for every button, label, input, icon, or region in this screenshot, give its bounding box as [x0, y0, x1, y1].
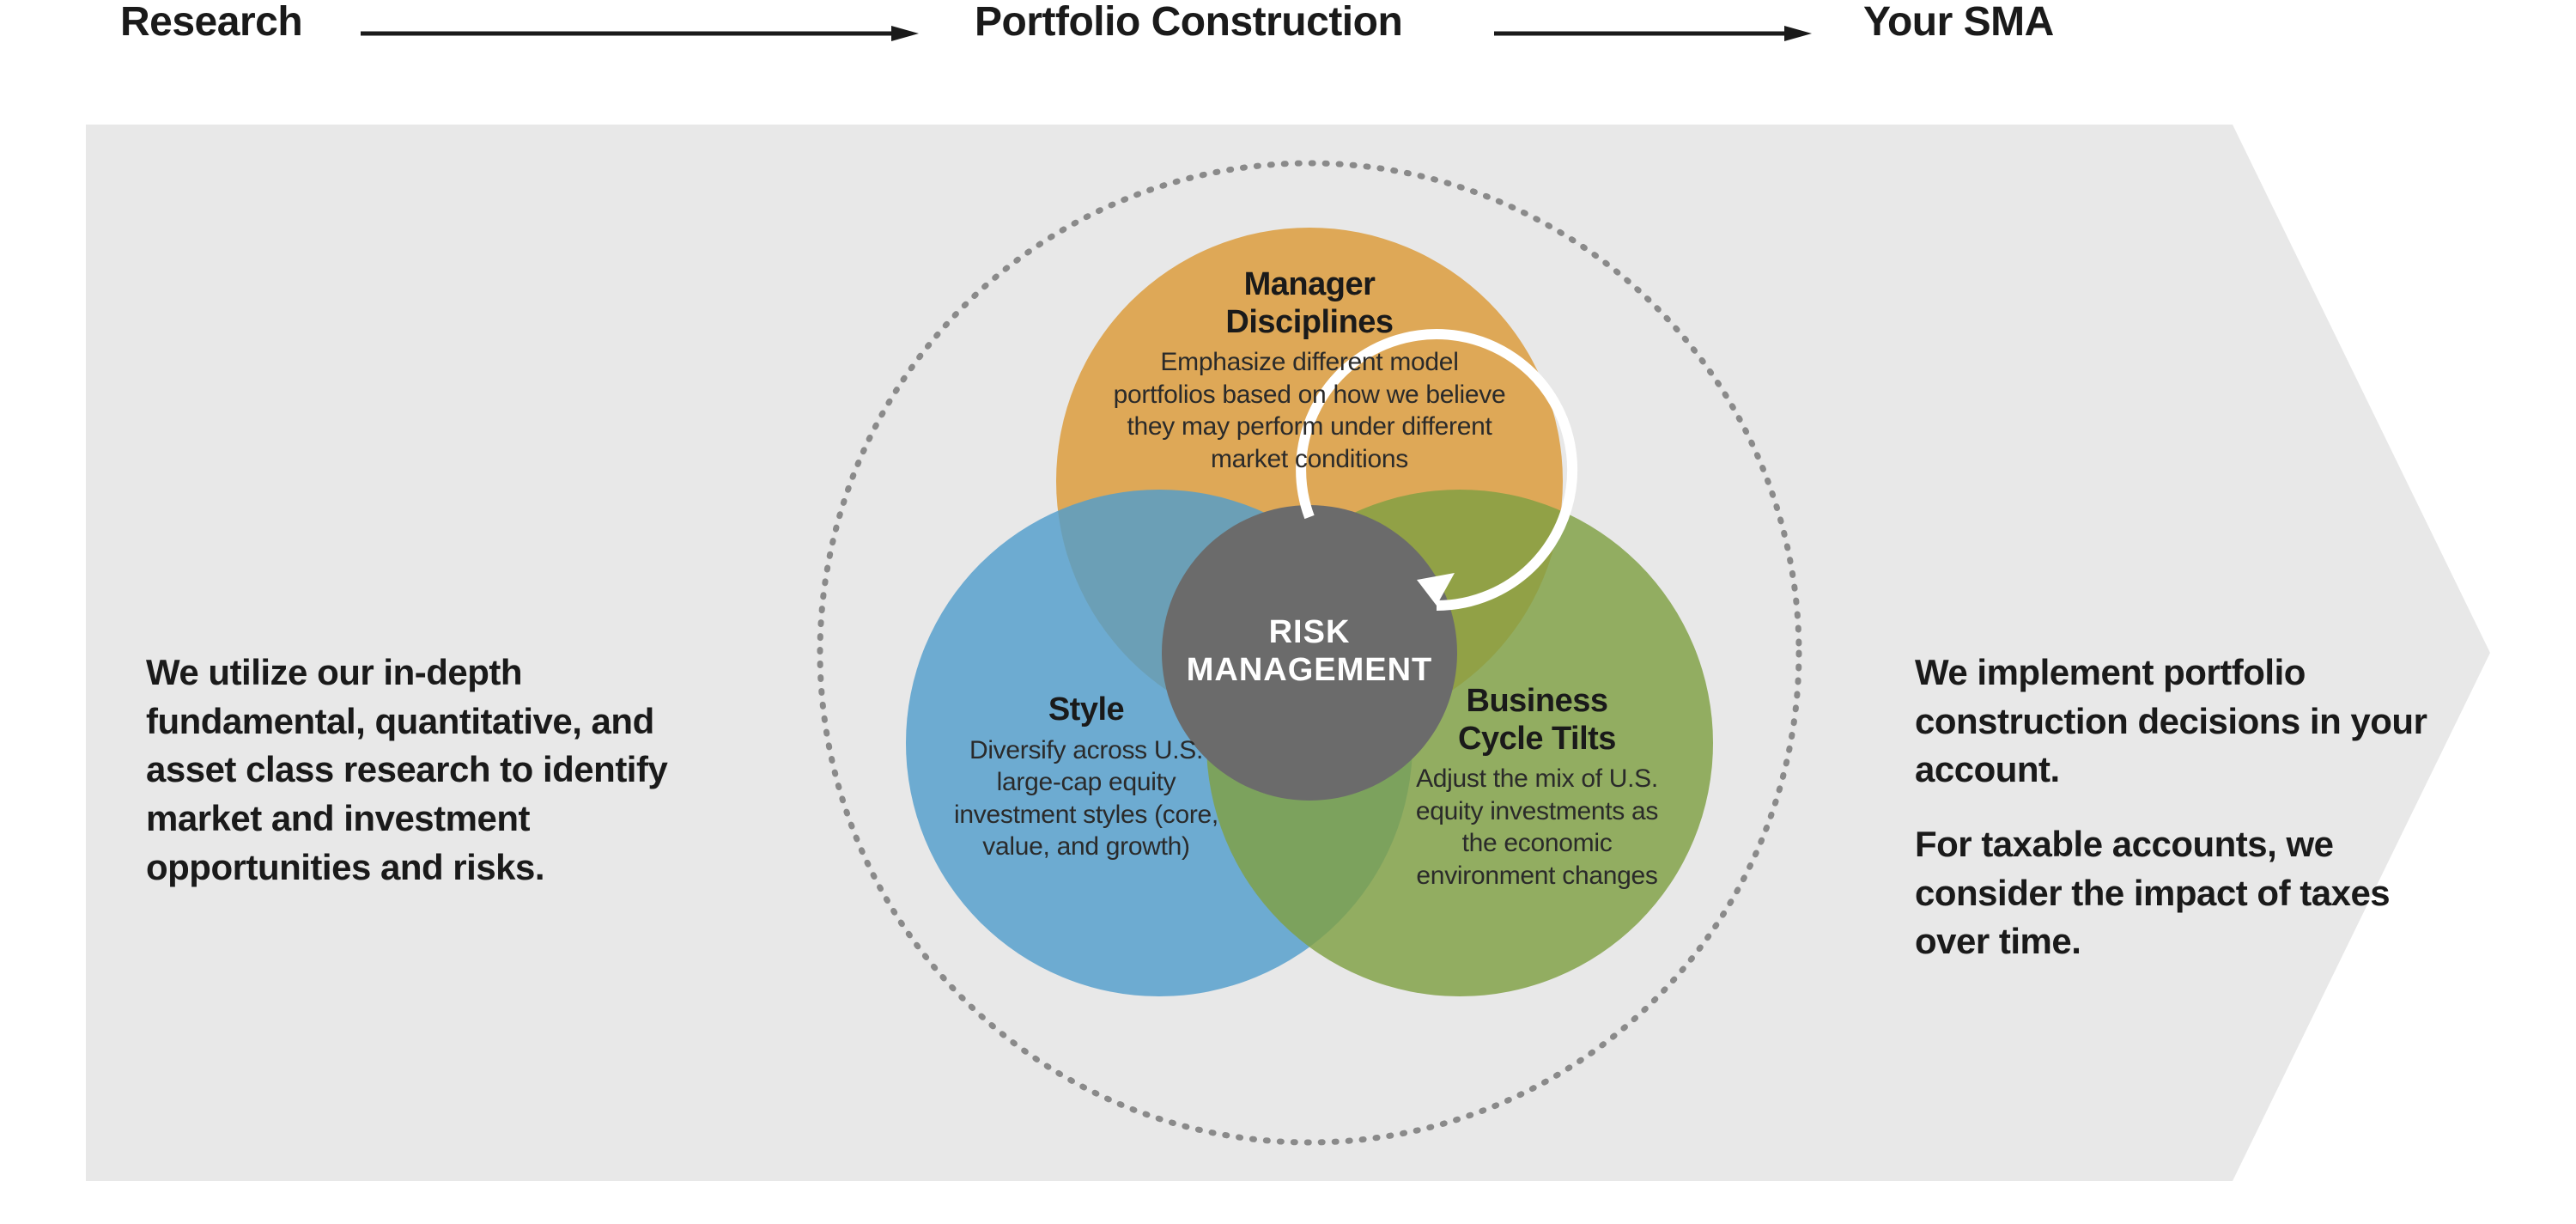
venn-diagram: ManagerDisciplines Emphasize different m… [799, 142, 1820, 1164]
research-description: We utilize our in-depth fundamental, qua… [146, 649, 678, 892]
arrow-portfolio-to-sma [1494, 21, 1812, 46]
venn-title-business-cycle: BusinessCycle Tilts [1400, 683, 1674, 758]
venn-title-manager-disciplines: ManagerDisciplines [1112, 266, 1507, 341]
sma-description-para2: For taxable accounts, we consider the im… [1915, 820, 2430, 966]
diagram-root: Research Portfolio Construction Your SMA… [0, 0, 2576, 1224]
venn-label-style: Style Diversify across U.S. large-cap eq… [949, 691, 1224, 863]
sma-description: We implement portfolio construction deci… [1915, 649, 2430, 992]
header-label-portfolio: Portfolio Construction [975, 0, 1402, 46]
venn-label-business-cycle: BusinessCycle Tilts Adjust the mix of U.… [1400, 683, 1674, 892]
venn-title-style: Style [949, 691, 1224, 729]
header-label-sma: Your SMA [1863, 0, 2054, 46]
venn-body-manager-disciplines: Emphasize different model portfolios bas… [1112, 346, 1507, 475]
center-label-risk-management: RISKMANAGEMENT [1159, 614, 1460, 689]
sma-description-para1: We implement portfolio construction deci… [1915, 649, 2430, 795]
venn-body-business-cycle: Adjust the mix of U.S. equity investment… [1400, 763, 1674, 892]
arrow-research-to-portfolio [361, 21, 919, 46]
venn-body-style: Diversify across U.S. large-cap equity i… [949, 734, 1224, 863]
venn-label-manager-disciplines: ManagerDisciplines Emphasize different m… [1112, 266, 1507, 475]
header-label-research: Research [120, 0, 302, 46]
background-panel: We utilize our in-depth fundamental, qua… [86, 125, 2490, 1181]
